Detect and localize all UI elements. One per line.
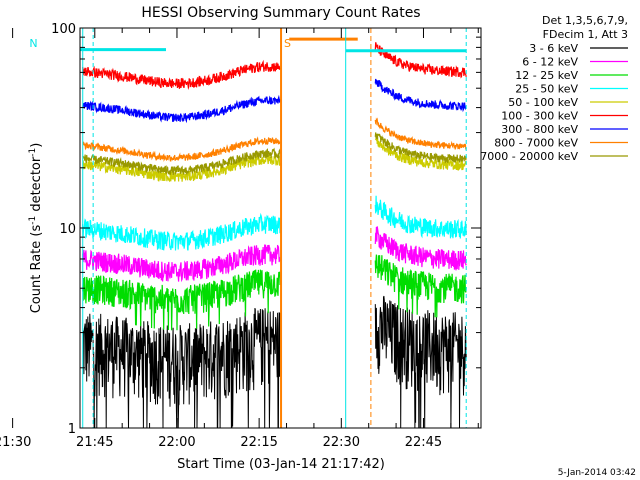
legend-label-7: 300 - 800 keV	[501, 123, 578, 136]
series-1-segment-1	[82, 307, 281, 429]
series-6-segment-1	[82, 59, 281, 91]
x-tick-label: 22:45	[405, 435, 442, 450]
chart-title: HESSI Observing Summary Count Rates	[141, 5, 420, 21]
legend-label-3: 12 - 25 keV	[515, 69, 578, 82]
annotation-s: S	[284, 37, 291, 50]
series-8-segment-2	[374, 117, 467, 150]
series-1-segment-2	[374, 295, 467, 429]
series-7-segment-1	[82, 94, 281, 124]
legend-label-9: 7000 - 20000 keV	[480, 150, 578, 163]
series-2-segment-1	[82, 244, 281, 283]
y-tick-label: 1	[68, 422, 76, 437]
legend-label-2: 6 - 12 keV	[522, 56, 578, 69]
series-5-segment-2	[374, 136, 467, 172]
legend-header-line-2: FDecim 1, Att 3	[543, 28, 628, 41]
series-3-segment-2	[374, 254, 467, 318]
x-axis-label: Start Time (03-Jan-14 21:17:42)	[177, 457, 385, 472]
axes: 21:30 21:45 22:00 22:15 22:30 22:45 1 10 100	[0, 22, 482, 450]
x-tick-label: 21:45	[76, 435, 113, 450]
legend-header-line-1: Det 1,3,5,6,7,9,	[542, 14, 628, 27]
x-tick-label: 22:30	[323, 435, 360, 450]
y-axis-label: Count Rate (s-1 detector-1)	[28, 143, 44, 314]
x-tick-label: 22:15	[240, 435, 277, 450]
legend-label-8: 800 - 7000 keV	[494, 137, 578, 150]
series-8-segment-1	[82, 136, 281, 162]
legend-label-1: 3 - 6 keV	[529, 42, 578, 55]
series-4-segment-2	[374, 195, 467, 239]
series-4-segment-1	[82, 212, 281, 251]
y-tick-label: 10	[59, 222, 76, 237]
legend-label-4: 25 - 50 keV	[515, 83, 578, 96]
series-9-segment-1	[82, 147, 281, 176]
legend-label-6: 100 - 300 keV	[501, 110, 578, 123]
series-6-segment-2	[374, 42, 467, 79]
series-9-segment-2	[374, 132, 467, 164]
x-tick-label: 21:30	[0, 435, 31, 450]
legend-label-5: 50 - 100 keV	[508, 96, 578, 109]
y-tick-label: 100	[51, 22, 76, 37]
series-3-segment-1	[82, 269, 281, 331]
series-5-segment-1	[82, 153, 281, 183]
series-2-segment-2	[374, 226, 467, 271]
footer-date: 5-Jan-2014 03:42	[558, 468, 636, 478]
series-7-segment-2	[374, 78, 467, 113]
annotation-n: N	[29, 37, 37, 50]
x-tick-label: 22:00	[158, 435, 195, 450]
legend: Det 1,3,5,6,7,9, FDecim 1, Att 3 3 - 6 k…	[480, 14, 628, 163]
